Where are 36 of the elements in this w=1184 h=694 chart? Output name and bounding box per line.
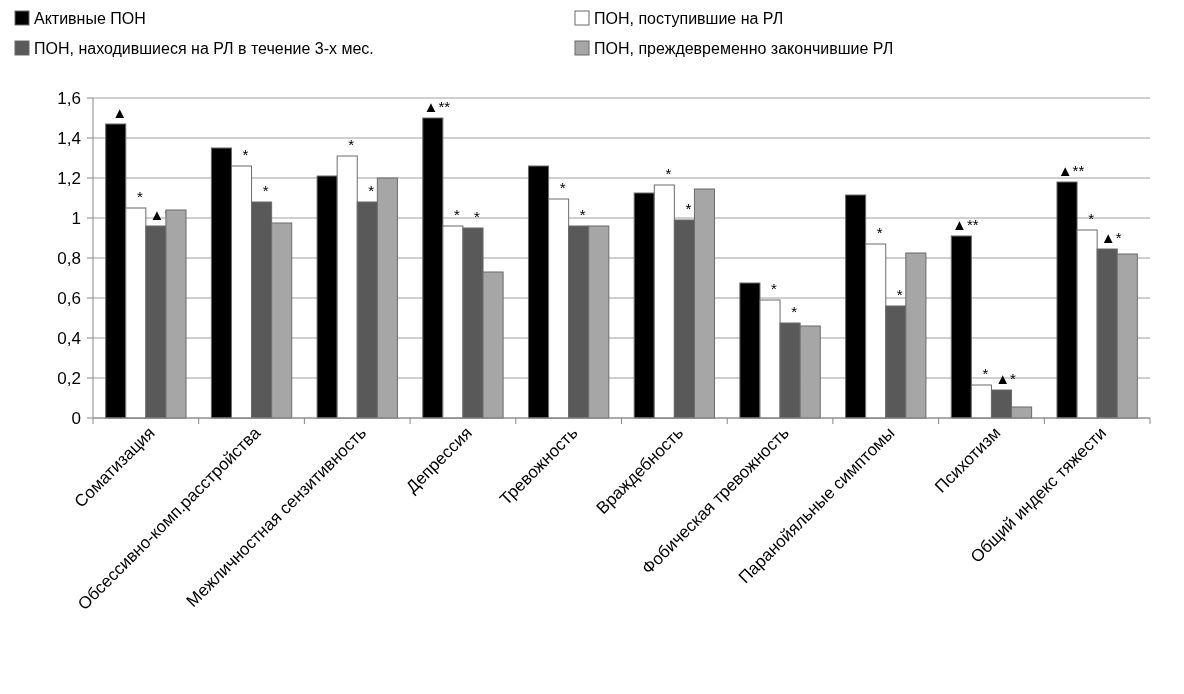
data-label: ▲* — [995, 370, 1016, 387]
data-label: * — [136, 188, 143, 205]
data-label: * — [665, 165, 672, 182]
data-label: * — [896, 286, 903, 303]
data-label: ▲ — [112, 104, 128, 121]
legend-label: ПОН, преждевременно закончившие РЛ — [594, 39, 894, 57]
y-tick-label: 1,4 — [57, 128, 81, 148]
data-label: ▲** — [423, 98, 451, 115]
data-label: * — [982, 365, 989, 382]
data-label: * — [685, 200, 692, 217]
y-tick-label: 1,6 — [57, 88, 81, 108]
y-tick-label: 0,8 — [57, 248, 81, 268]
data-label: * — [791, 303, 798, 320]
y-tick-label: 0,4 — [57, 328, 81, 348]
data-label: * — [474, 208, 481, 225]
y-tick-label: 0,2 — [57, 368, 81, 388]
y-tick-label: 0 — [71, 408, 81, 428]
data-label: * — [368, 182, 375, 199]
legend-label: Активные ПОН — [34, 9, 146, 27]
legend-label: ПОН, находившиеся на РЛ в течение 3-х мес. — [34, 39, 374, 57]
data-label: * — [579, 206, 586, 223]
data-label: * — [242, 146, 249, 163]
data-label: * — [348, 136, 355, 153]
data-label: ▲* — [1100, 229, 1122, 246]
y-tick-label: 0,6 — [57, 288, 81, 308]
data-label: ▲** — [952, 216, 979, 233]
data-label: * — [876, 224, 883, 241]
data-label: * — [453, 206, 460, 223]
y-tick-label: 1,2 — [57, 168, 81, 188]
data-label: ▲** — [1057, 162, 1085, 179]
y-tick-label: 1 — [71, 208, 81, 228]
data-label: * — [559, 179, 566, 196]
data-label: * — [1088, 210, 1095, 227]
data-label: * — [262, 182, 269, 199]
legend-label: ПОН, поступившие на РЛ — [594, 9, 784, 27]
data-label: * — [771, 280, 778, 297]
